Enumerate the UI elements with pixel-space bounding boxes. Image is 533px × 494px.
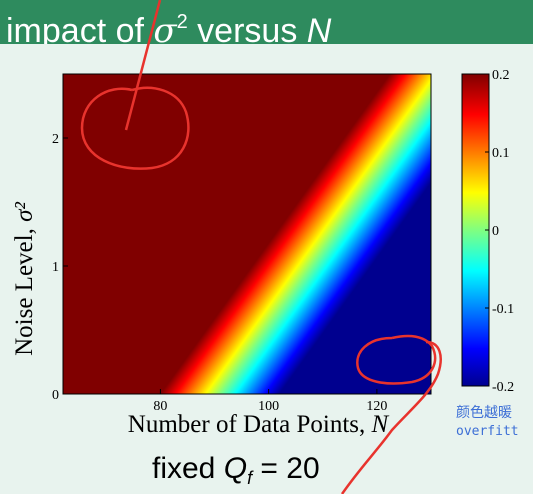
title-sigma: σ [153, 11, 177, 44]
colorbar-tick-label: 0 [492, 224, 499, 239]
title-n: N [306, 12, 332, 44]
colorbar-tick-label: -0.2 [492, 380, 514, 395]
title-mid: versus [187, 12, 307, 44]
colorbar-tick-label: 0.1 [492, 146, 510, 161]
y-axis-label: Noise Level, σ² [11, 202, 38, 356]
colorbar: 0.2 0.1 0 -0.1 -0.2 [461, 68, 514, 395]
y-tick-label: 1 [52, 260, 59, 275]
colorbar-scale [461, 73, 490, 387]
annotation-chinese: 颜色越暖 [456, 405, 512, 421]
x-tick-label: 80 [153, 399, 167, 414]
x-axis-label-variable: N [371, 411, 390, 438]
footer-equals: = 20 [252, 452, 320, 485]
y-axis-label-variable: σ² [11, 202, 38, 222]
plot-area [62, 73, 432, 395]
fixed-qf-caption: fixed Qf = 20 [152, 452, 320, 489]
colorbar-tick-label: -0.1 [492, 302, 514, 317]
y-tick-label: 2 [52, 132, 59, 147]
x-tick-label: 100 [258, 399, 279, 414]
x-axis-label: Number of Data Points, N [128, 411, 390, 438]
heatmap-surface [63, 74, 431, 394]
y-tick-label: 0 [52, 388, 59, 403]
footer-prefix: fixed [152, 452, 224, 485]
plot-frame [62, 73, 432, 395]
title-prefix: impact of [6, 12, 154, 44]
slide-title: impact of σ2 versus N [0, 0, 533, 44]
title-sigma-exponent: 2 [176, 11, 188, 33]
annotation-overfitting: overfitt [456, 424, 519, 439]
footer-q: Q [223, 452, 248, 485]
footer-q-subscript: f [247, 468, 253, 488]
colorbar-tick-label: 0.2 [492, 68, 510, 83]
